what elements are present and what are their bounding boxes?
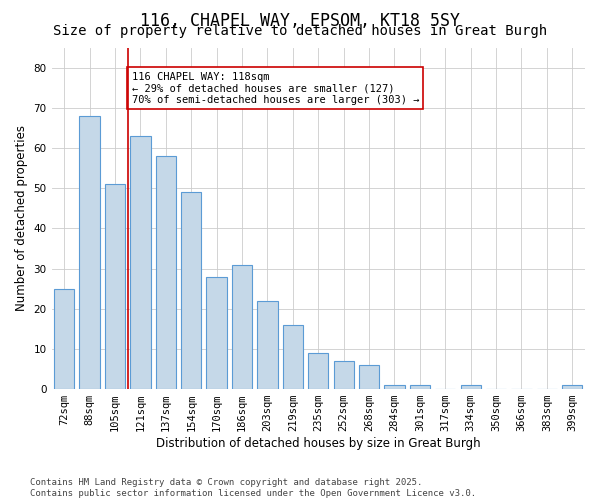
- Bar: [410, 385, 430, 389]
- Text: Contains HM Land Registry data © Crown copyright and database right 2025.
Contai: Contains HM Land Registry data © Crown c…: [30, 478, 476, 498]
- Bar: [257, 300, 278, 389]
- Bar: [461, 385, 481, 389]
- Bar: [181, 192, 202, 389]
- Bar: [334, 361, 354, 389]
- Bar: [562, 385, 583, 389]
- Text: Size of property relative to detached houses in Great Burgh: Size of property relative to detached ho…: [53, 24, 547, 38]
- Y-axis label: Number of detached properties: Number of detached properties: [15, 126, 28, 312]
- Bar: [206, 276, 227, 389]
- Bar: [308, 353, 328, 389]
- Bar: [54, 288, 74, 389]
- Text: 116 CHAPEL WAY: 118sqm
← 29% of detached houses are smaller (127)
70% of semi-de: 116 CHAPEL WAY: 118sqm ← 29% of detached…: [131, 72, 419, 105]
- Bar: [105, 184, 125, 389]
- Bar: [130, 136, 151, 389]
- Text: 116, CHAPEL WAY, EPSOM, KT18 5SY: 116, CHAPEL WAY, EPSOM, KT18 5SY: [140, 12, 460, 30]
- Bar: [283, 325, 303, 389]
- Bar: [385, 385, 404, 389]
- Bar: [79, 116, 100, 389]
- Bar: [232, 264, 252, 389]
- Bar: [155, 156, 176, 389]
- X-axis label: Distribution of detached houses by size in Great Burgh: Distribution of detached houses by size …: [156, 437, 481, 450]
- Bar: [359, 365, 379, 389]
